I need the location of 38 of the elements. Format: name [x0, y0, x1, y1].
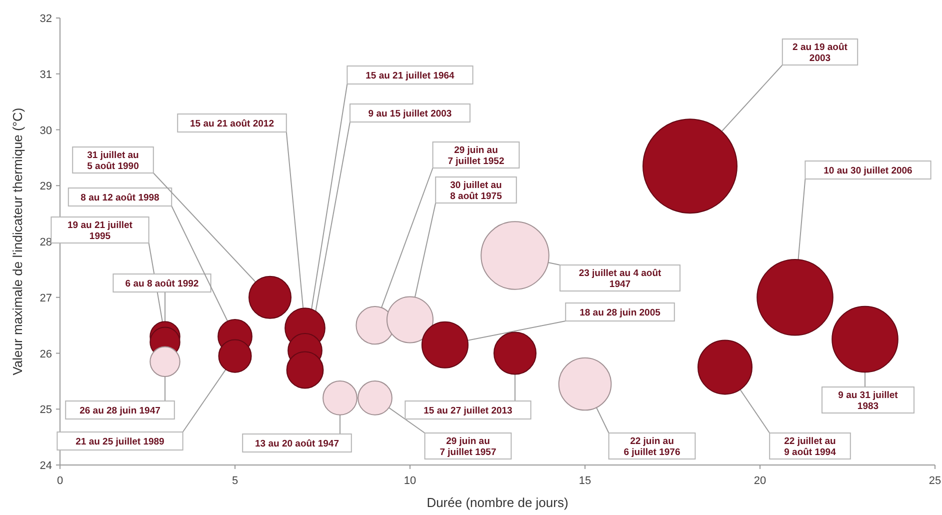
- annotation: 19 au 21 juillet 1995: [68, 220, 134, 242]
- annotation: 10 au 30 juillet 2006: [824, 166, 912, 176]
- annotation: 15 au 21 août 2012: [190, 118, 274, 130]
- y-axis-title: Valeur maximale de l'indicateur thermique (°C): [10, 108, 25, 376]
- annotation: 29 juin au 7 juillet 1952: [448, 145, 504, 167]
- y-tick-label: 30: [40, 124, 52, 137]
- y-tick-label: 25: [40, 404, 52, 416]
- annotation: 8 au 12 août 1998: [80, 192, 160, 204]
- annotation: 22 juillet au 9 août 1994: [784, 436, 837, 458]
- annotation: 31 juillet au 5 août 1990: [87, 150, 140, 172]
- annotation: 22 juin au 6 juillet 1976: [624, 436, 680, 458]
- y-tick-label: 27: [40, 292, 52, 304]
- x-tick-label: 0: [56, 475, 64, 487]
- annotation: 6 au 8 août 1992: [125, 278, 199, 290]
- y-tick-label: 26: [40, 348, 52, 360]
- x-axis-title: Durée (nombre de jours): [426, 495, 568, 510]
- annotation: 26 au 28 juin 1947: [80, 406, 160, 416]
- annotation: 21 au 25 juillet 1989: [76, 436, 164, 448]
- y-tick-label: 29: [40, 180, 52, 193]
- annotation: 30 juillet au 8 août 1975: [450, 180, 503, 202]
- annotation: 15 au 27 juillet 2013: [424, 406, 512, 416]
- annotation: 15 au 21 juillet 1964: [366, 70, 456, 82]
- x-tick-label: 15: [578, 475, 592, 487]
- x-tick-label: 10: [404, 475, 416, 487]
- y-tick-label: 31: [40, 68, 52, 81]
- annotation: 2 au 19 août 2003: [792, 42, 848, 64]
- x-tick-label: 20: [754, 475, 766, 487]
- annotation: 23 juillet au 4 août 1947: [578, 268, 662, 290]
- annotation: 29 juin au 7 juillet 1957: [440, 436, 496, 458]
- y-tick-label: 32: [40, 13, 52, 25]
- annotation: 9 au 15 juillet 2003: [368, 108, 452, 120]
- annotation: 9 au 31 juillet 1983: [838, 390, 899, 412]
- x-tick-label: 5: [232, 475, 238, 487]
- annotation: 18 au 28 juin 2005: [580, 308, 662, 318]
- y-tick-label: 24: [40, 460, 52, 472]
- x-tick-label: 25: [928, 475, 942, 487]
- annotation: 13 au 20 août 1947: [255, 438, 339, 450]
- y-tick-label: 28: [40, 236, 52, 248]
